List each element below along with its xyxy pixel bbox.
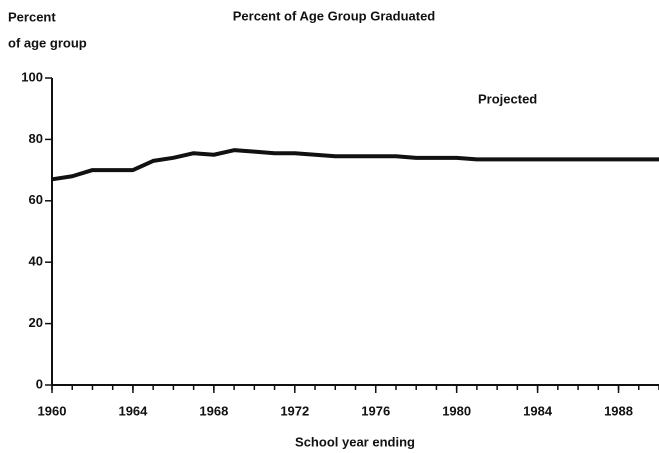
data-line [51,148,659,182]
x-tick-label: 1984 [523,403,553,418]
x-tick-label: 1968 [199,403,228,418]
y-axis-label: Percent [8,9,56,24]
y-tick-label: 20 [29,315,43,330]
y-tick-label: 0 [36,376,43,391]
annotation: Projected [478,91,537,106]
x-tick-label: 1976 [361,403,390,418]
chart-title: Percent of Age Group Graduated [233,8,436,23]
y-axis-label: of age group [8,35,87,50]
x-tick-label: 1972 [280,403,309,418]
y-tick-label: 80 [29,131,43,146]
y-tick-label: 100 [21,69,43,84]
x-tick-label: 1980 [442,403,471,418]
x-tick-label: 1960 [38,403,67,418]
y-tick-label: 40 [29,254,43,269]
y-tick-label: 60 [29,192,43,207]
x-tick-label: 1964 [118,403,148,418]
x-tick-label: 1988 [604,403,633,418]
x-axis-label: School year ending [295,434,415,449]
